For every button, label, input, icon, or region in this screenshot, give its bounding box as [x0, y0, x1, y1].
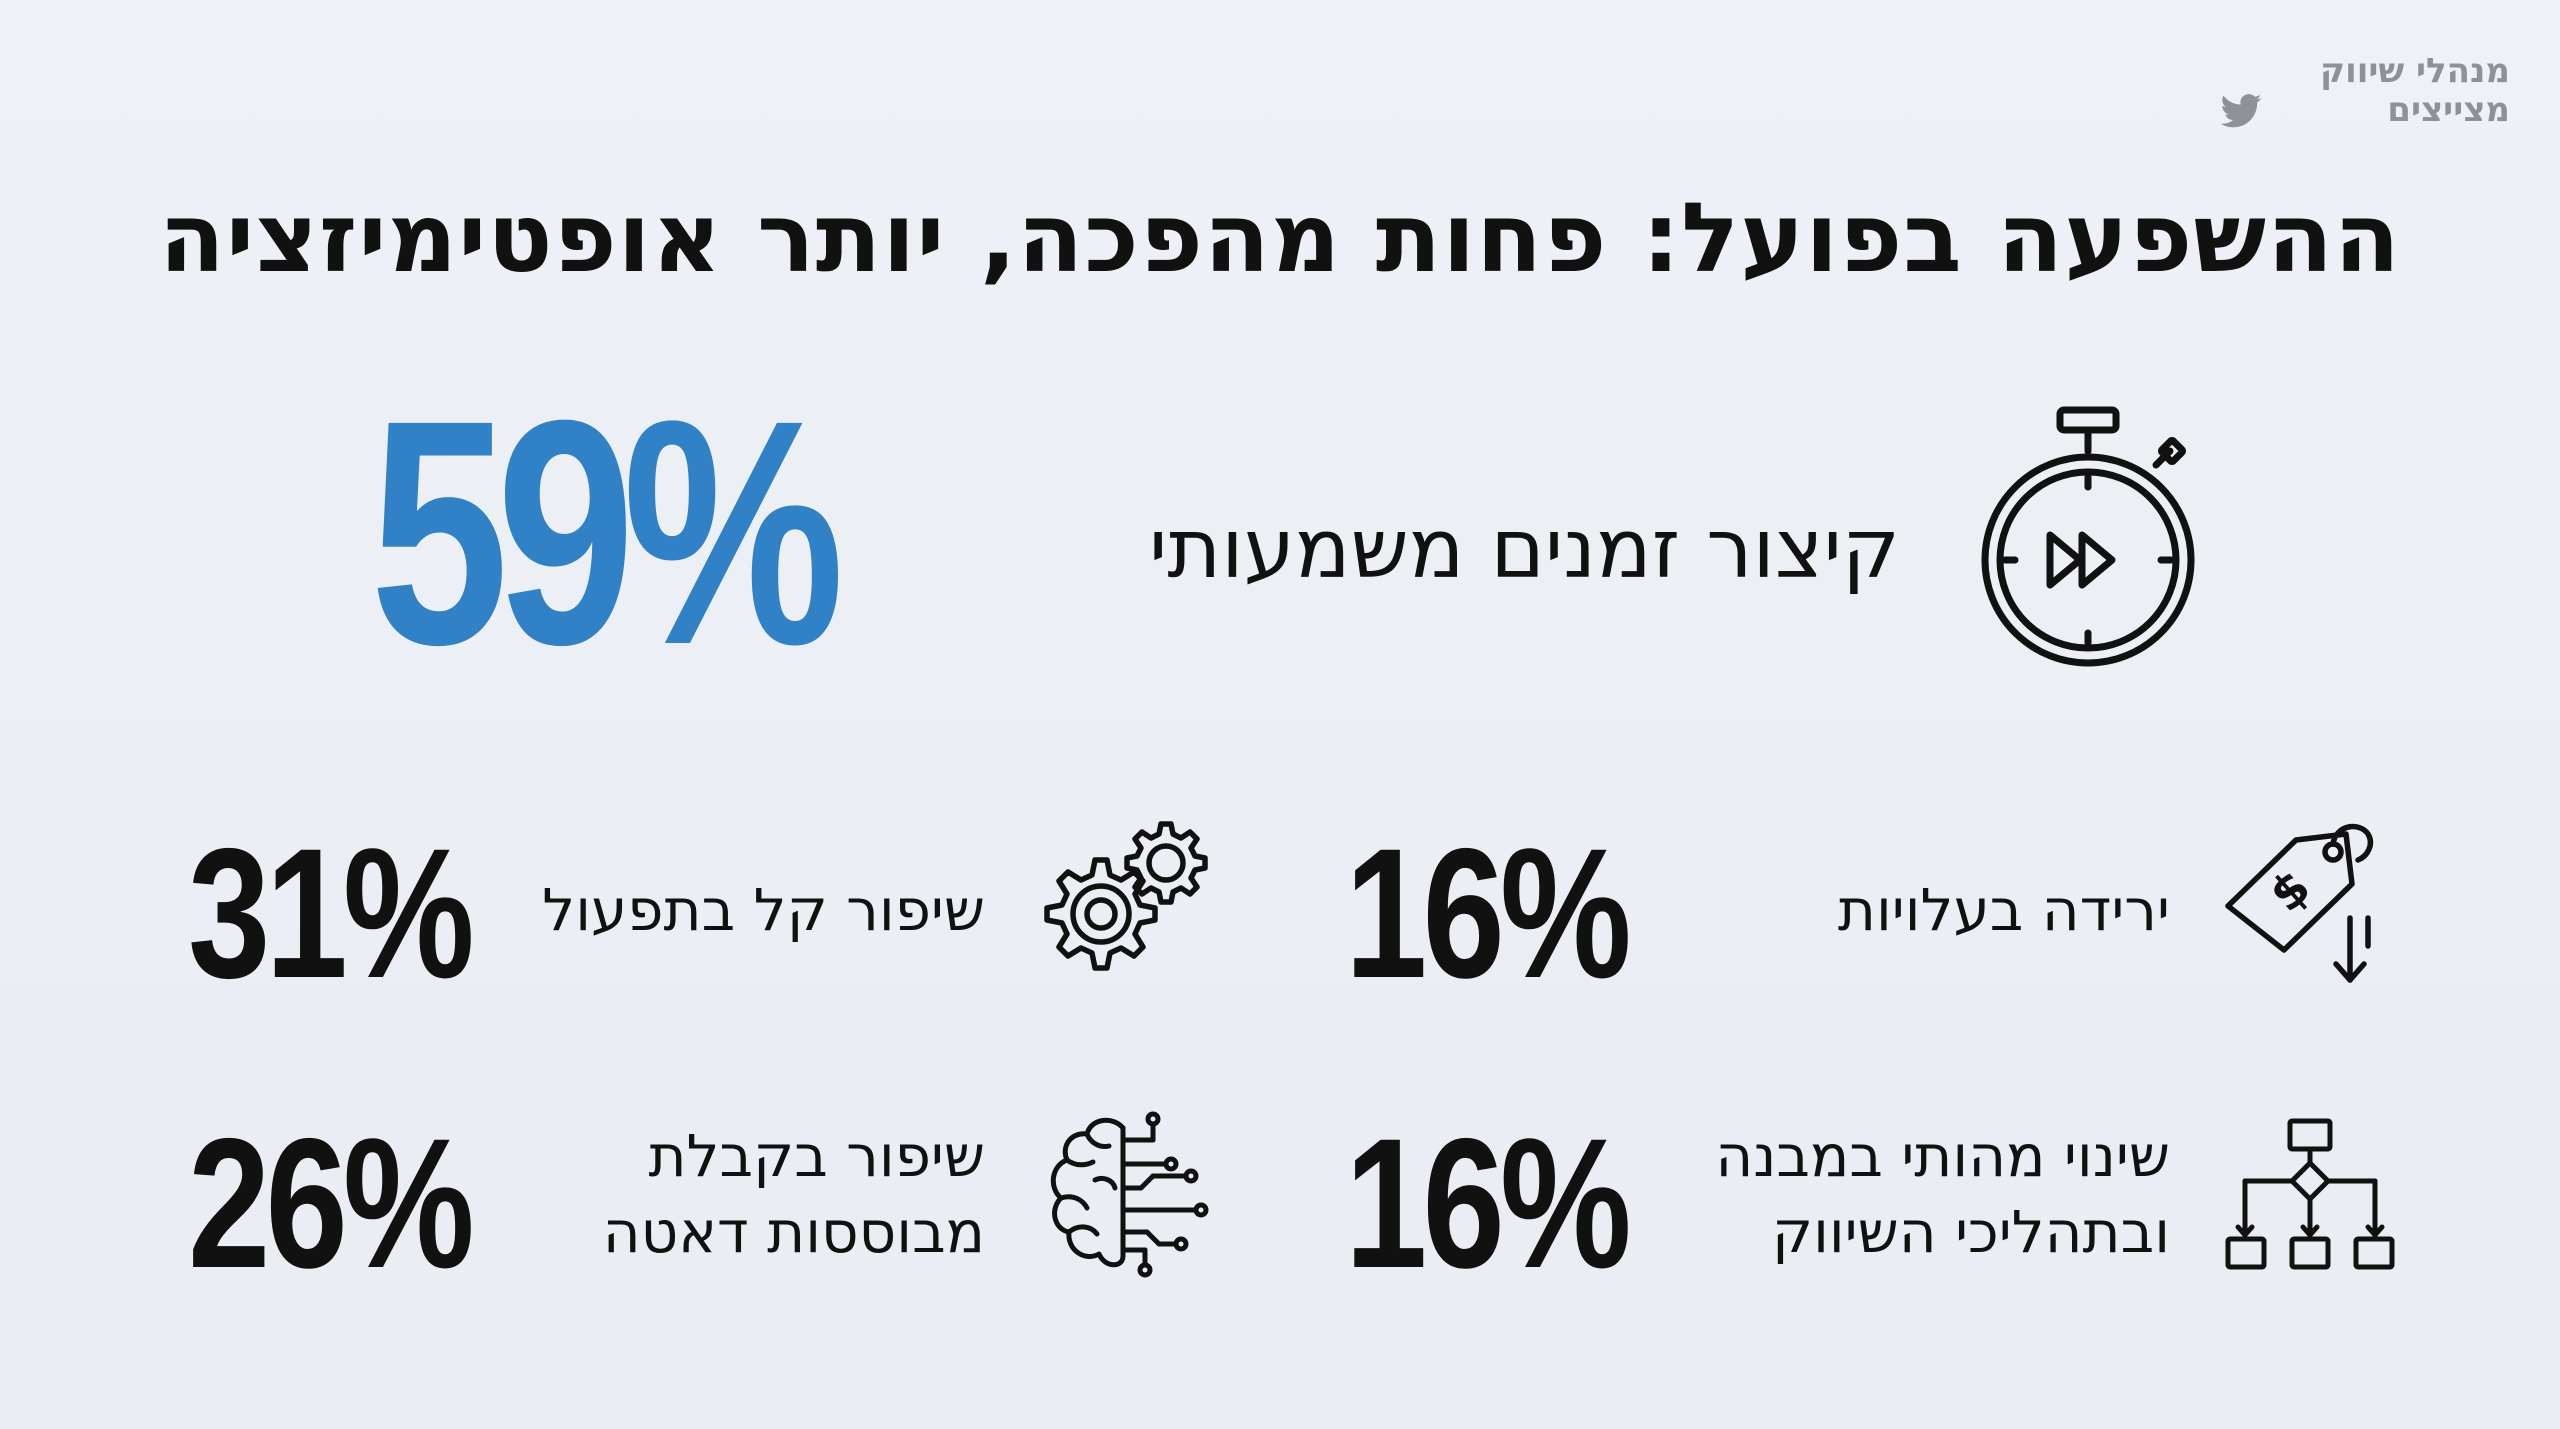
stat-operations-label: שיפור קל בתפעול: [485, 872, 985, 948]
stat-cost-reduction-label-line: ירידה בעלויות: [1837, 876, 2170, 944]
stat-structure-change-label-line2: ובתהליכי השיווק: [1771, 1198, 2170, 1266]
stat-operations-value: 31%: [188, 811, 475, 1017]
brand-watermark: מנהלי שיווק מצייצים: [2210, 51, 2510, 130]
flowchart-icon: [2225, 1118, 2395, 1270]
stat-cost-reduction-label: ירידה בעלויות: [1610, 872, 2170, 948]
brand-name-line1: מנהלי שיווק: [2320, 51, 2510, 91]
stat-data-driven-label-line2: מבוססות דאטה: [602, 1198, 985, 1266]
highlight-percentage: 59%: [370, 353, 845, 711]
twitter-icon: [2220, 93, 2262, 127]
brand-name-line2: מצייצים: [2210, 91, 2510, 130]
highlight-label: קיצור זמנים משמעותי: [1149, 502, 1900, 597]
brain-circuit-icon: [1050, 1111, 1209, 1278]
stat-data-driven-value: 26%: [188, 1101, 475, 1307]
stat-structure-change-label: שינוי מהותי במבנה ובתהליכי השיווק: [1570, 1118, 2170, 1270]
stat-structure-change-label-line1: שינוי מהותי במבנה: [1715, 1122, 2170, 1190]
stat-operations-label-line: שיפור קל בתפעול: [542, 876, 985, 944]
stat-cost-reduction-value: 16%: [1345, 811, 1632, 1017]
gears-icon: [1044, 821, 1208, 971]
stopwatch-fast-forward-icon: [1981, 406, 2195, 667]
stat-data-driven-label: שיפור בקבלת מבוססות דאטה: [485, 1118, 985, 1270]
price-tag-down-arrow-icon: $: [2225, 823, 2374, 983]
page-title: ההשפעה בפועל: פחות מהפכה, יותר אופטימיזצ…: [159, 182, 2401, 294]
brand-name-line2-text: מצייצים: [2387, 90, 2510, 131]
stat-data-driven-label-line1: שיפור בקבלת: [648, 1122, 985, 1190]
stat-structure-change-value: 16%: [1345, 1101, 1632, 1307]
